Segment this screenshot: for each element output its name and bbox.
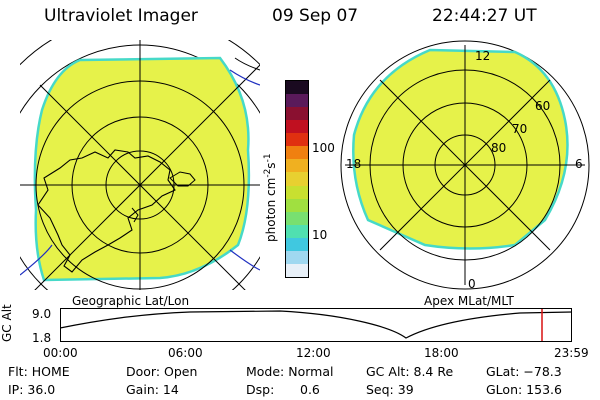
mlt-label-6: 6 — [575, 157, 583, 171]
seq-info: Seq: 39 — [366, 382, 414, 397]
colorbar-band — [286, 81, 308, 95]
colorbar-band — [286, 250, 308, 264]
mlat-label-80: 80 — [491, 141, 506, 155]
altitude-tick-low: 1.8 — [32, 331, 52, 345]
altitude-axis-label: GC Alt — [0, 304, 14, 342]
colorbar-tick-label: 100 — [312, 141, 335, 155]
colorbar-band — [286, 198, 308, 212]
map-boundary-line — [229, 249, 260, 271]
geographic-panel-label: Geographic Lat/Lon — [72, 294, 190, 308]
ip-info: IP: 36.0 — [8, 382, 56, 397]
uv-image-disc — [352, 48, 569, 250]
magnetic-panel-label: Apex MLat/MLT — [424, 294, 514, 308]
meridian-line — [39, 84, 246, 290]
dsp-label: Dsp: — [246, 382, 275, 397]
mlt-label-12: 12 — [475, 49, 490, 63]
mlat-label-70: 70 — [512, 122, 527, 136]
meridian-line — [34, 64, 260, 290]
gc-alt-info: GC Alt: 8.4 Re — [366, 364, 454, 379]
date-readout: 09 Sep 07 — [272, 6, 359, 26]
geographic-image-panel — [20, 40, 260, 290]
map-boundary-line — [229, 69, 260, 86]
colorbar-unit-label: photon cm-2s-1 — [263, 153, 278, 242]
glat-info: GLat: −78.3 — [486, 364, 562, 379]
coastline — [169, 171, 196, 187]
colorbar-tick-label: 10 — [312, 228, 328, 242]
colorbar-band — [286, 263, 308, 277]
coastline — [234, 57, 260, 71]
door-status: Door: Open — [126, 364, 198, 379]
altitude-trace — [60, 310, 572, 339]
map-boundary-line — [20, 244, 53, 276]
colorbar-band — [286, 120, 308, 134]
app-title: Ultraviolet Imager — [44, 6, 198, 26]
time-tick-label: 00:00 — [43, 346, 78, 360]
colorbar-band — [286, 172, 308, 186]
mlt-label-18: 18 — [346, 157, 361, 171]
mlat-label-60: 60 — [535, 99, 550, 113]
time-tick-label: 18:00 — [424, 346, 459, 360]
flight-info: Flt: HOME — [8, 364, 70, 379]
mlt-line — [379, 79, 551, 251]
colorbar-band — [286, 185, 308, 199]
mode-info: Mode: Normal — [246, 364, 334, 379]
magnetic-image-panel: 12 18 6 0 60 70 80 — [340, 40, 590, 291]
colorbar-band — [286, 146, 308, 160]
colorbar-band — [286, 224, 308, 238]
coastline — [131, 207, 139, 223]
colorbar — [285, 80, 309, 278]
colorbar-band — [286, 237, 308, 251]
colorbar-band — [286, 211, 308, 225]
colorbar-band — [286, 94, 308, 108]
gain-info: Gain: 14 — [126, 382, 179, 397]
time-tick-label: 23:59 — [554, 346, 589, 360]
colorbar-band — [286, 133, 308, 147]
time-readout: 22:44:27 UT — [432, 6, 537, 26]
mlat-circle-outer — [340, 40, 590, 290]
glon-info: GLon: 153.6 — [486, 382, 562, 397]
altitude-tick-high: 9.0 — [32, 307, 52, 321]
coastline — [37, 149, 176, 273]
colorbar-band — [286, 107, 308, 121]
dsp-value: 0.6 — [300, 382, 320, 397]
colorbar-band — [286, 159, 308, 173]
time-tick-label: 06:00 — [168, 346, 203, 360]
uv-image-disc — [33, 56, 251, 282]
mlt-label-0: 0 — [468, 277, 476, 291]
time-tick-label: 12:00 — [296, 346, 331, 360]
altitude-plot — [60, 308, 572, 342]
